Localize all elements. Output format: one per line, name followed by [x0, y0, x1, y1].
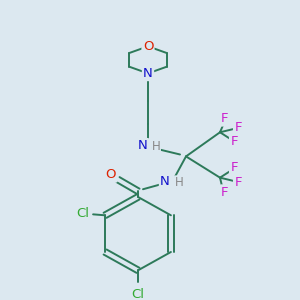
Text: O: O [106, 168, 116, 181]
Text: F: F [234, 121, 242, 134]
Text: O: O [143, 40, 153, 53]
Text: F: F [221, 112, 229, 125]
Text: F: F [234, 176, 242, 189]
Text: F: F [230, 161, 238, 175]
Text: H: H [175, 176, 183, 189]
Text: Cl: Cl [76, 207, 90, 220]
Text: N: N [160, 175, 170, 188]
Text: F: F [221, 186, 229, 199]
Text: N: N [143, 67, 153, 80]
Text: H: H [152, 140, 160, 153]
Text: Cl: Cl [131, 288, 145, 300]
Text: F: F [230, 135, 238, 148]
Text: N: N [138, 139, 148, 152]
